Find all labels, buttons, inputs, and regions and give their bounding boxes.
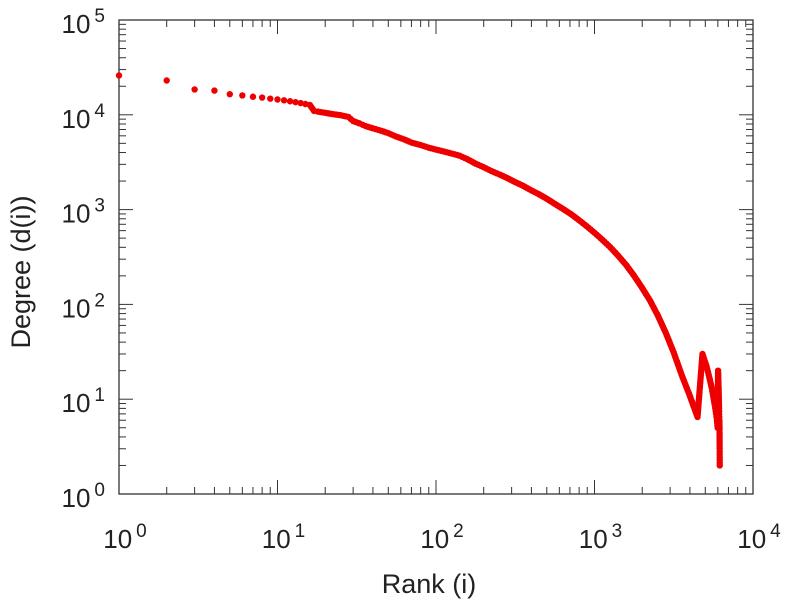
data-point [211,87,218,94]
data-point [249,93,257,100]
data-point [163,77,170,84]
data-point [716,462,723,469]
data-point [258,94,266,101]
data-point [274,96,281,103]
data-point [115,72,123,79]
y-tick-label: 10 1 [62,385,106,418]
y-tick-label: 10 5 [62,6,106,39]
tick-labels: 10 0 10 1 10 2 10 3 10 4 10 0 10 1 10 2 10 3 10 4 10 5 [62,6,782,554]
x-tick-label: 10 0 [103,521,147,554]
data-point [292,98,299,106]
data-point [226,90,233,98]
y-tick-label: 10 3 [62,196,106,229]
y-tick-label: 10 4 [62,101,106,134]
y-tick-label: 10 0 [62,480,106,513]
data-point [239,92,246,99]
y-tick-label: 10 2 [62,290,106,323]
data-point [267,95,274,102]
x-tick-label: 10 4 [737,521,781,554]
x-tick-label: 10 2 [420,521,464,554]
axis-ticks [118,20,753,495]
data-point [191,86,198,93]
data-point [280,97,288,104]
y-axis-title: Degree (d(i)) [6,195,36,348]
data-points [115,72,723,469]
data-point [297,99,304,107]
x-tick-label: 10 1 [262,521,306,554]
x-axis-title: Rank (i) [382,569,477,599]
x-tick-label: 10 3 [579,521,623,554]
data-point [286,98,294,105]
